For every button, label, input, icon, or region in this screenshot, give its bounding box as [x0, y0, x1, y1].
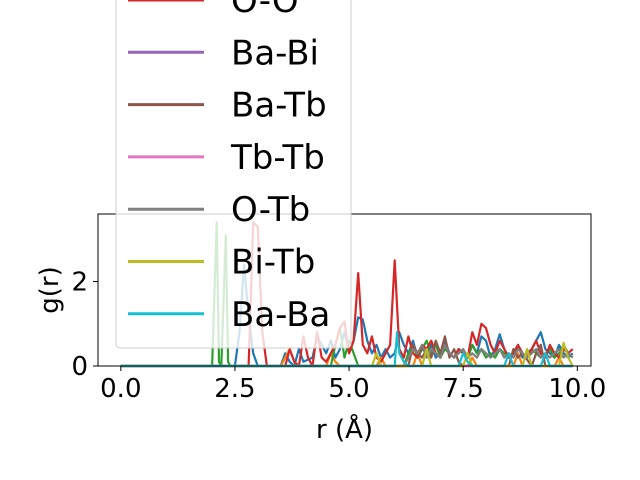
x-tick-label: 10.0	[548, 374, 606, 404]
series-line-bi-tb	[120, 341, 574, 368]
legend-label-bi-tb: Bi-Tb	[231, 243, 315, 283]
x-axis-label: r (Å)	[316, 413, 373, 445]
legend-label-tb-tb: Tb-Tb	[230, 138, 325, 178]
legend-label-o-o: O-O	[231, 0, 299, 21]
x-tick-label: 7.5	[443, 374, 484, 404]
legend-label-o-tb: O-Tb	[231, 190, 310, 230]
series-line-ba-tb	[120, 335, 573, 368]
series-line-o-o	[120, 221, 574, 368]
series-line-ba-ba	[120, 331, 573, 368]
legend-label-ba-ba: Ba-Ba	[231, 295, 330, 335]
x-tick-label: 5.0	[328, 374, 369, 404]
y-tick-label: 2	[71, 268, 88, 298]
legend: O-O Ba-Bi Ba-Tb Tb-Tb O-Tb Bi-Tb Ba-Ba	[115, 0, 352, 349]
x-axis-ticks: 0.0 2.5 5.0 7.5 10.0	[100, 366, 606, 404]
x-tick-label: 0.0	[100, 374, 141, 404]
legend-label-ba-bi: Ba-Bi	[231, 33, 319, 73]
y-tick-label: 0	[71, 352, 88, 382]
y-axis-ticks: 02	[71, 268, 98, 382]
y-axis-label: g(r)	[35, 266, 65, 313]
x-tick-label: 2.5	[214, 374, 255, 404]
legend-label-ba-tb: Ba-Tb	[231, 86, 327, 126]
